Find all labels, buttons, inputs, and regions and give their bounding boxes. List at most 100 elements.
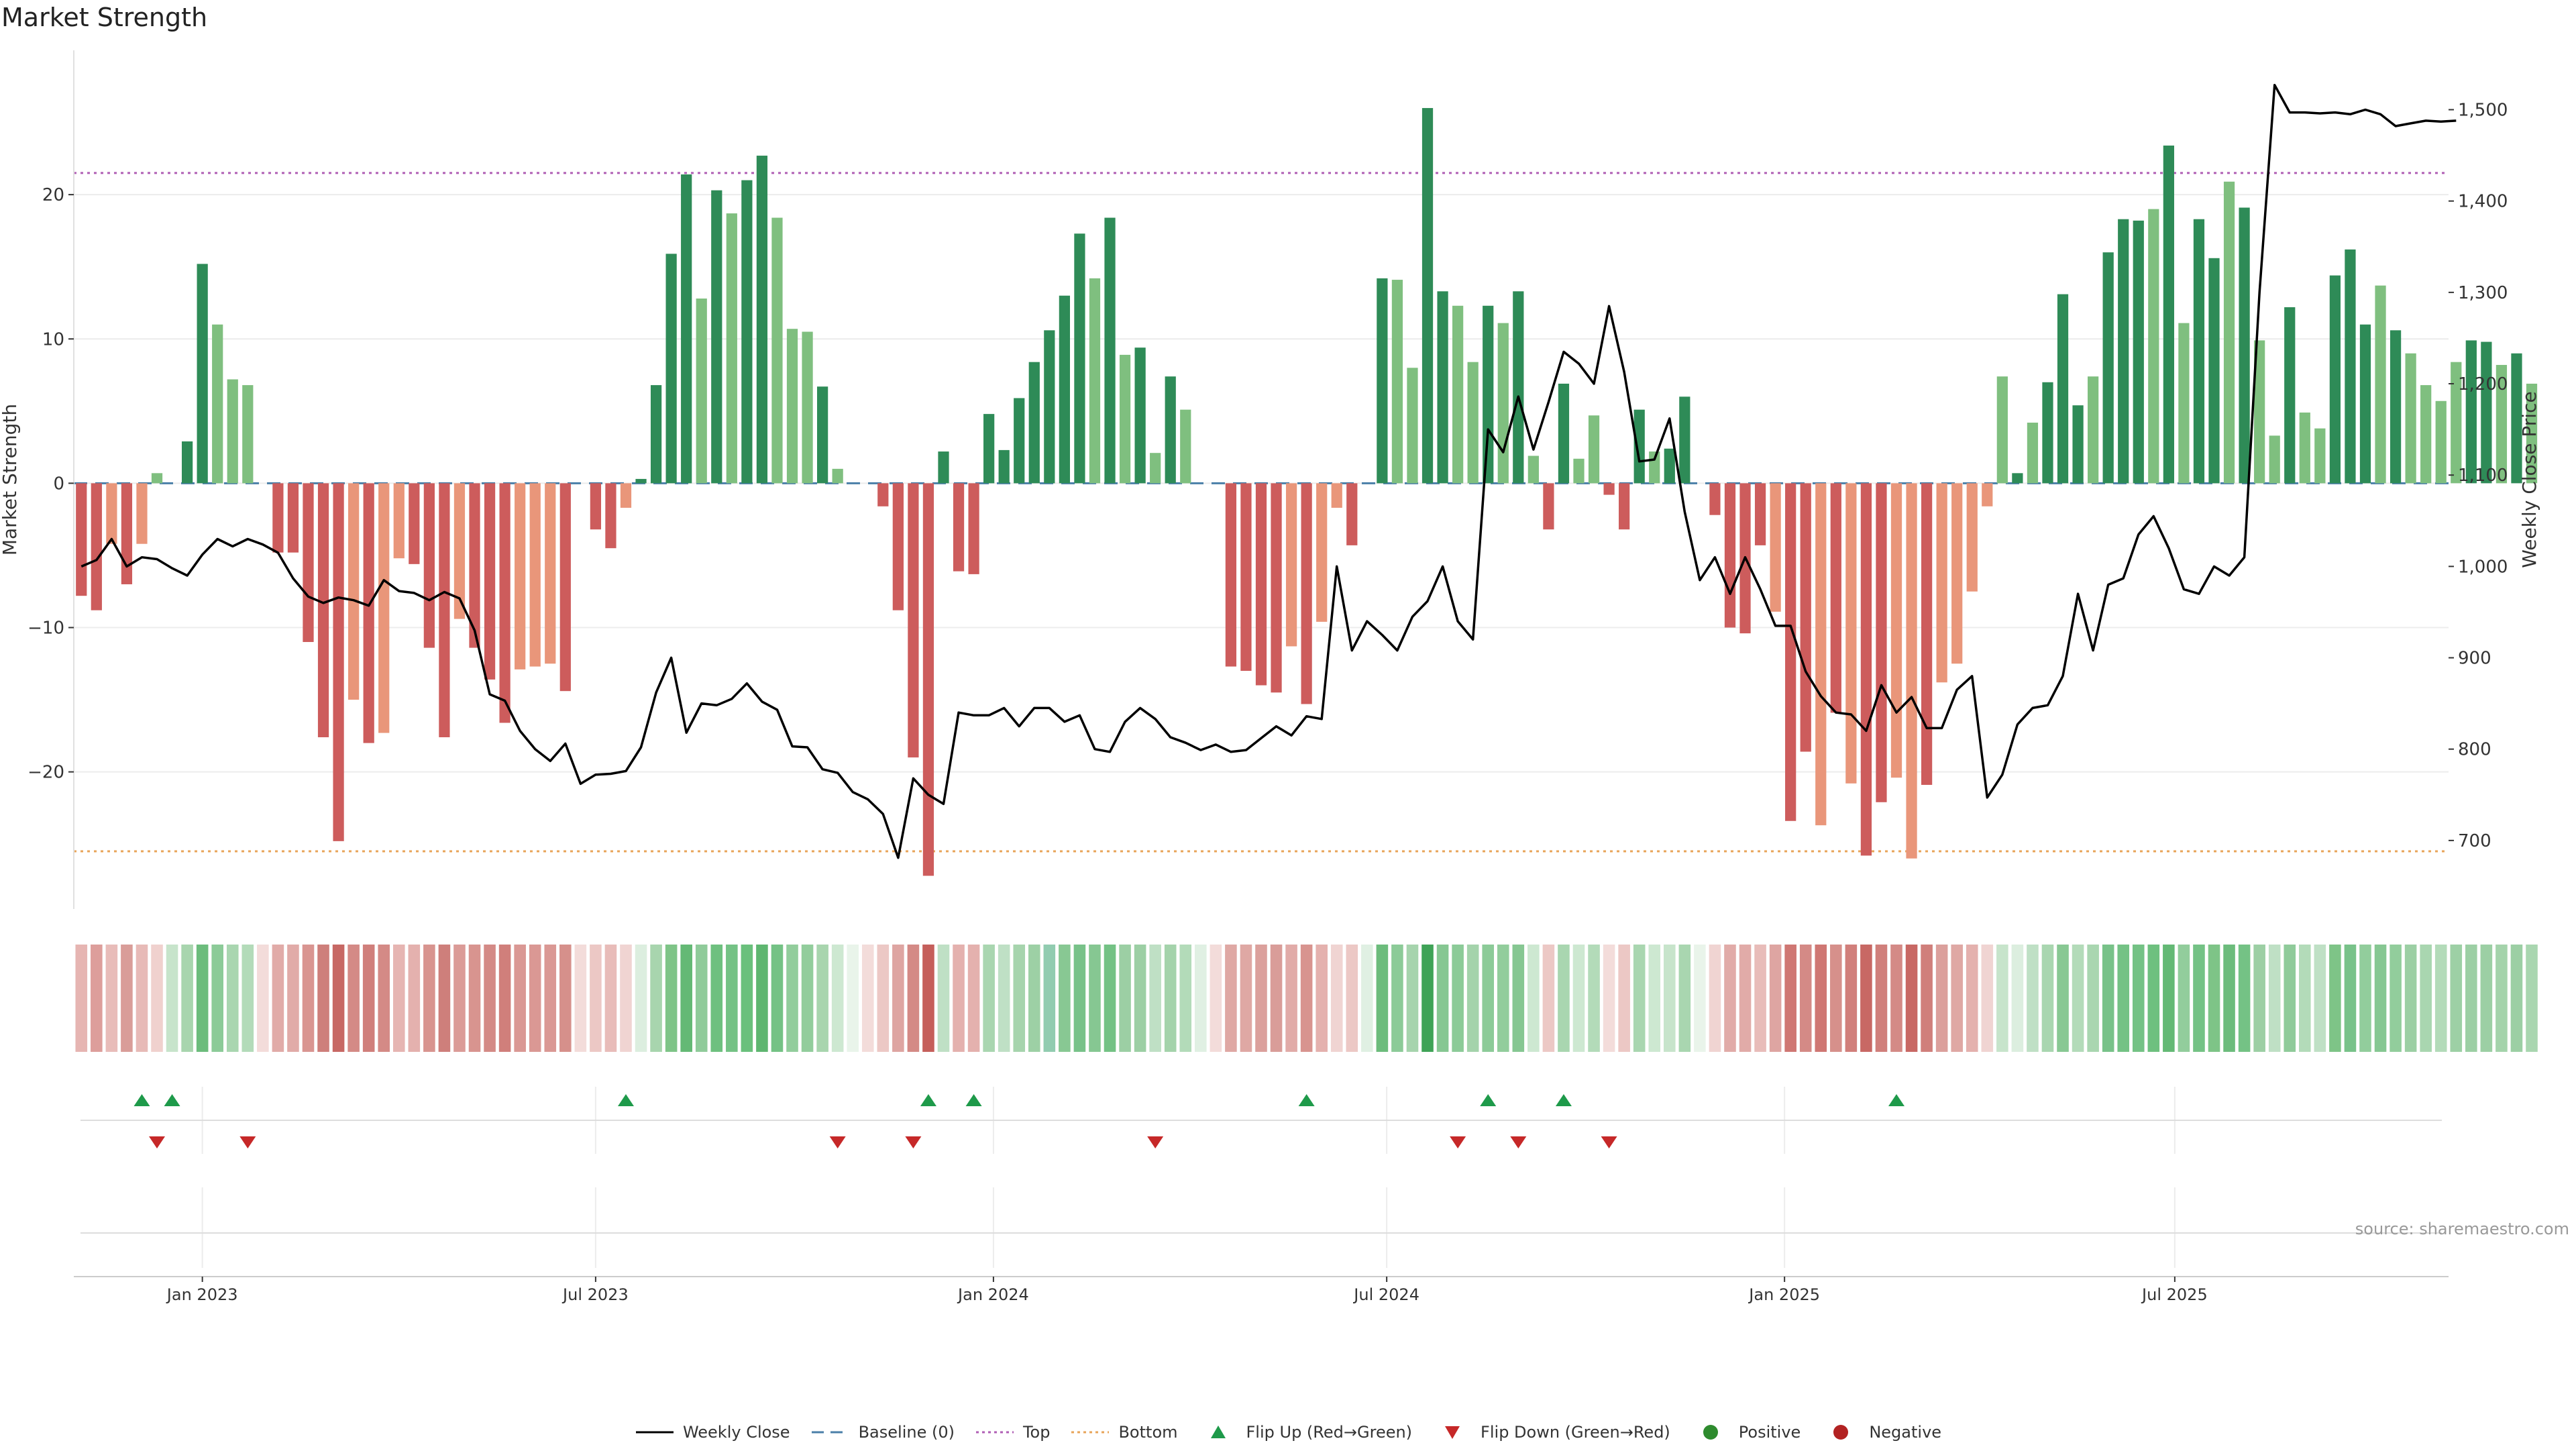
negative-strength-bar [922, 483, 934, 876]
negative-strength-bar [1724, 483, 1736, 628]
positive-strength-bar [1452, 305, 1464, 484]
negative-strength-bar [1982, 483, 1993, 506]
strip-cell [1875, 945, 1888, 1052]
positive-strength-bar [2496, 364, 2508, 484]
strip-cell [1225, 945, 1237, 1052]
negative-strength-bar [484, 483, 496, 680]
positive-strength-bar [726, 213, 737, 484]
strip-cell [2390, 945, 2402, 1052]
legend-item-negative: Negative [1821, 1422, 1941, 1442]
positive-strength-bar [650, 385, 662, 484]
legend: Weekly Close Baseline (0) Top Bottom Fli… [0, 1422, 2576, 1442]
strip-cell [2510, 945, 2523, 1052]
negative-strength-bar [76, 483, 87, 596]
strip-cell [1270, 945, 1283, 1052]
legend-item-positive: Positive [1690, 1422, 1801, 1442]
negative-strength-bar [1603, 483, 1615, 495]
negative-strength-bar [106, 483, 117, 544]
x-tick-label: Jul 2025 [2141, 1285, 2208, 1304]
positive-strength-bar [2405, 353, 2416, 484]
strip-cell [302, 945, 315, 1052]
strip-cell [2420, 945, 2432, 1052]
strip-cell [2117, 945, 2130, 1052]
strip-cell [1195, 945, 1207, 1052]
strip-cell [408, 945, 421, 1052]
strip-cell [983, 945, 995, 1052]
strip-cell [1436, 945, 1449, 1052]
right-tick-label: 900 [2458, 649, 2491, 669]
x-tick-label: Jan 2024 [957, 1285, 1029, 1304]
positive-strength-bar [1059, 295, 1070, 484]
strip-cell [1089, 945, 1101, 1052]
right-tick-label: 1,500 [2458, 101, 2508, 121]
strip-cell [1073, 945, 1086, 1052]
legend-label: Positive [1738, 1423, 1801, 1442]
negative-strength-bar [1830, 483, 1841, 713]
negative-strength-bar [605, 483, 616, 549]
negative-strength-bar [892, 483, 904, 610]
legend-swatch-flip-up [1210, 1426, 1226, 1438]
strength-bars [76, 108, 2538, 876]
negative-strength-bar [1815, 483, 1827, 826]
negative-strength-bar [287, 483, 299, 553]
strip-cell [2193, 945, 2205, 1052]
flip-up-marker [1555, 1094, 1572, 1106]
strip-cell [2526, 945, 2538, 1052]
left-tick-label: −10 [28, 619, 64, 639]
strip-cell [1739, 945, 1752, 1052]
strip-cell [166, 945, 178, 1052]
flip-up-marker [965, 1094, 982, 1106]
x-tick-label: Jan 2025 [1748, 1285, 1820, 1304]
strip-cell [2208, 945, 2220, 1052]
strip-cell [741, 945, 753, 1052]
legend-swatch-baseline [811, 1431, 849, 1434]
positive-strength-bar [711, 190, 722, 484]
negative-strength-bar [393, 483, 405, 559]
strip-cell [2027, 945, 2039, 1052]
strip-cell [1059, 945, 1071, 1052]
negative-strength-bar [348, 483, 360, 700]
strip-cell [1497, 945, 1509, 1052]
positive-strength-bar [665, 254, 677, 484]
strip-cell [272, 945, 284, 1052]
strip-cell [1754, 945, 1766, 1052]
strip-cell [847, 945, 859, 1052]
strip-cell [650, 945, 662, 1052]
flip-up-marker [617, 1094, 634, 1106]
positive-strength-bar [802, 331, 813, 484]
strip-cell [257, 945, 269, 1052]
strip-cell [1164, 945, 1177, 1052]
strip-cell [1905, 945, 1918, 1052]
negative-strength-bar [1709, 483, 1721, 515]
left-tick-label: 20 [42, 185, 64, 205]
flip-up-marker [920, 1094, 936, 1106]
positive-strength-bar [1104, 217, 1116, 484]
positive-strength-bar [832, 468, 843, 484]
positive-strength-bar [2133, 220, 2144, 484]
negative-strength-bar [529, 483, 541, 667]
strip-cell [453, 945, 466, 1052]
negative-strength-bar [590, 483, 602, 530]
x-tick-label: Jan 2023 [166, 1285, 238, 1304]
flip-down-marker [905, 1136, 922, 1148]
strip-cell [1981, 945, 1994, 1052]
legend-label: Weekly Close [682, 1423, 790, 1442]
strip-cell [2011, 945, 2024, 1052]
right-tick-label: 1,100 [2458, 466, 2508, 486]
positive-strength-bar [681, 174, 692, 484]
legend-swatch-positive [1703, 1425, 1718, 1440]
right-tick-label: 1,300 [2458, 283, 2508, 303]
strip-cell [574, 945, 587, 1052]
strip-cell [998, 945, 1010, 1052]
strip-cell [362, 945, 375, 1052]
strip-cell [2087, 945, 2099, 1052]
positive-strength-bar [2012, 473, 2023, 484]
positive-strength-bar [816, 386, 828, 484]
positive-strength-bar [1028, 362, 1040, 484]
strip-cell [468, 945, 481, 1052]
strip-cell [1558, 945, 1570, 1052]
strip-cell [1996, 945, 2008, 1052]
strip-cell [559, 945, 572, 1052]
strip-cell [2253, 945, 2265, 1052]
left-tick-label: −20 [28, 763, 64, 783]
